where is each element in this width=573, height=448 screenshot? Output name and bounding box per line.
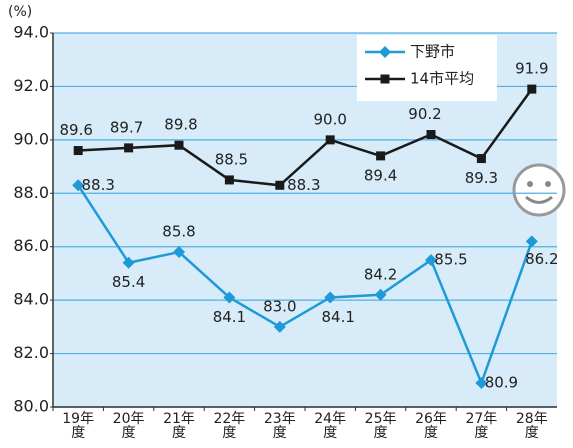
marker bbox=[275, 180, 285, 190]
x-tick-label: 19年度 bbox=[62, 411, 95, 441]
x-tick-label: 22年度 bbox=[213, 411, 246, 441]
y-tick-label: 84.0 bbox=[13, 290, 49, 309]
data-label: 85.4 bbox=[112, 273, 145, 291]
legend-label: 14市平均 bbox=[410, 70, 474, 88]
smiley bbox=[512, 163, 566, 217]
data-label: 89.8 bbox=[164, 116, 197, 134]
x-tick-label: 27年度 bbox=[465, 411, 498, 441]
y-tick-label: 86.0 bbox=[13, 236, 49, 255]
y-tick-label: 94.0 bbox=[13, 23, 49, 42]
data-label: 89.7 bbox=[110, 118, 143, 136]
data-label: 90.2 bbox=[408, 105, 441, 123]
marker bbox=[325, 135, 335, 145]
data-label: 85.8 bbox=[162, 223, 195, 241]
data-label: 89.4 bbox=[364, 166, 397, 184]
marker bbox=[380, 74, 390, 84]
marker bbox=[73, 146, 83, 156]
data-label: 85.5 bbox=[434, 251, 467, 269]
x-tick-label: 21年度 bbox=[163, 411, 195, 441]
legend: 下野市 14市平均 bbox=[357, 35, 497, 101]
data-label: 90.0 bbox=[313, 110, 346, 128]
y-tick-label: 82.0 bbox=[13, 343, 49, 362]
marker bbox=[324, 291, 337, 304]
x-tick-label: 25年度 bbox=[364, 411, 397, 441]
line bbox=[77, 184, 533, 387]
marker bbox=[173, 246, 185, 259]
marker bbox=[174, 140, 184, 150]
marker bbox=[72, 179, 85, 192]
y-tick-label: 92.0 bbox=[13, 76, 49, 95]
legend-label: 下野市 bbox=[410, 43, 455, 61]
data-label: 83.0 bbox=[263, 297, 296, 315]
data-label: 89.3 bbox=[465, 169, 498, 187]
marker bbox=[527, 84, 537, 94]
data-label: 80.9 bbox=[485, 373, 518, 391]
data-label: 84.1 bbox=[213, 308, 246, 326]
marker bbox=[525, 235, 538, 248]
marker bbox=[425, 254, 437, 267]
marker bbox=[124, 143, 134, 153]
data-label: 86.2 bbox=[525, 250, 558, 268]
marker bbox=[376, 151, 386, 161]
marker bbox=[223, 291, 236, 304]
x-tick-label: 26年度 bbox=[415, 411, 447, 441]
x-tick-label: 24年度 bbox=[314, 411, 347, 441]
data-label: 89.6 bbox=[59, 121, 92, 139]
marker bbox=[374, 288, 387, 301]
data-label: 88.5 bbox=[215, 150, 248, 168]
marker bbox=[224, 175, 234, 185]
line bbox=[78, 88, 533, 187]
y-tick-label: 90.0 bbox=[13, 129, 49, 148]
x-tick-label: 23年度 bbox=[263, 411, 296, 441]
x-tick-label: 20年度 bbox=[112, 411, 145, 441]
data-label: 84.1 bbox=[321, 308, 354, 326]
data-label: 84.2 bbox=[364, 265, 397, 283]
marker bbox=[273, 320, 286, 333]
y-axis-label: (%) bbox=[8, 4, 32, 20]
marker bbox=[476, 154, 486, 164]
data-label: 88.3 bbox=[287, 176, 320, 194]
marker bbox=[426, 130, 436, 140]
marker bbox=[379, 46, 391, 58]
data-label: 91.9 bbox=[515, 60, 548, 78]
y-tick-label: 88.0 bbox=[13, 183, 49, 202]
legend-box bbox=[357, 35, 497, 101]
x-tick-label: 28年度 bbox=[515, 411, 548, 441]
data-label: 88.3 bbox=[81, 176, 114, 194]
marker bbox=[122, 256, 135, 269]
marker bbox=[475, 376, 488, 389]
y-tick-label: 80.0 bbox=[13, 397, 49, 416]
